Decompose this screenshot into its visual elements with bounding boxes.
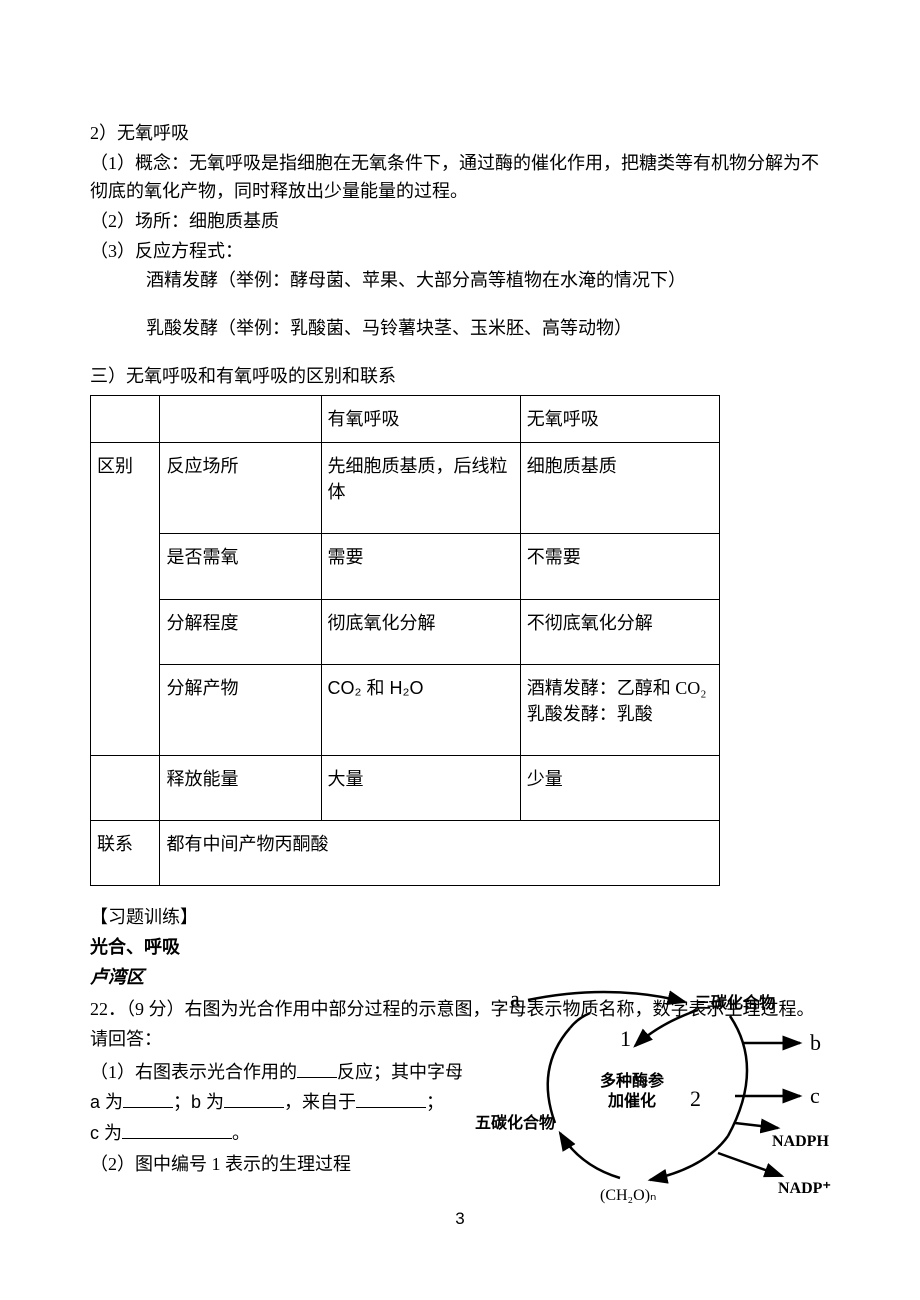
arrow-a-to-c3 bbox=[528, 992, 685, 1002]
cell: 都有中间产物丙酮酸 bbox=[160, 820, 720, 885]
label-nadp: NADP⁺ bbox=[778, 1180, 831, 1197]
cell: 反应场所 bbox=[160, 443, 321, 534]
exercise-tag: 【习题训练】 bbox=[90, 904, 830, 932]
section2-location: （2）场所：细胞质基质 bbox=[90, 208, 830, 236]
exercise-section: 【习题训练】 光合、呼吸 卢湾区 22．（9 分）右图为光合作用中部分过程的示意… bbox=[90, 904, 830, 1179]
cell: 大量 bbox=[321, 755, 520, 820]
cell bbox=[160, 396, 321, 443]
q1-text: ； bbox=[426, 1092, 444, 1112]
question-body: （1）右图表示光合作用的 反应；其中字母 a 为 ；b 为 ，来自于 ； c 为 。 （2… bbox=[90, 1057, 500, 1179]
blank bbox=[356, 1088, 426, 1109]
arc-left-up bbox=[548, 1028, 570, 1123]
cell: 少量 bbox=[520, 755, 719, 820]
table-row: 有氧呼吸 无氧呼吸 bbox=[91, 396, 720, 443]
blank bbox=[297, 1057, 337, 1078]
table-row: 分解程度 彻底氧化分解 不彻底氧化分解 bbox=[91, 599, 720, 664]
arc-left-up2 bbox=[570, 1013, 590, 1028]
arrow-nadph bbox=[735, 1123, 778, 1128]
table-row: 释放能量 大量 少量 bbox=[91, 755, 720, 820]
table-row: 联系 都有中间产物丙酮酸 bbox=[91, 820, 720, 885]
label-a: a bbox=[510, 988, 520, 1011]
table-row: 分解产物 CO₂ 和 H₂O 酒精发酵：乙醇和 CO₂ 乳酸发酵：乳酸 bbox=[91, 664, 720, 755]
cell-category: 区别 bbox=[91, 443, 160, 756]
q1-text: c 为 bbox=[90, 1123, 122, 1143]
label-c: c bbox=[810, 1083, 820, 1108]
cell: 不需要 bbox=[520, 534, 719, 599]
cell: 是否需氧 bbox=[160, 534, 321, 599]
blank bbox=[123, 1088, 173, 1109]
exercise-topic: 光合、呼吸 bbox=[90, 934, 830, 962]
enzyme-line1: 多种酶参 bbox=[600, 1071, 665, 1090]
photosynthesis-diagram: a 三碳化合物 1 多种酶参 加催化 bbox=[460, 988, 840, 1208]
arc-c3-down bbox=[635, 1010, 698, 1046]
section3-title: 三）无氧呼吸和有氧呼吸的区别和联系 bbox=[90, 363, 830, 391]
arc-bottom-left bbox=[560, 1133, 620, 1178]
cell-line: 酒精发酵：乙醇和 CO₂ bbox=[527, 678, 707, 698]
label-c5: 五碳化合物 bbox=[475, 1113, 555, 1132]
arc-to-ch2o bbox=[650, 1136, 728, 1180]
cell-category: 联系 bbox=[91, 820, 160, 885]
equation-lactic: 乳酸发酵（举例：乳酸菌、马铃薯块茎、玉米胚、高等动物） bbox=[90, 315, 830, 343]
page-number: 3 bbox=[90, 1209, 830, 1229]
arc-right-outer bbox=[728, 1016, 747, 1136]
equation-alcohol: 酒精发酵（举例：酵母菌、苹果、大部分高等植物在水淹的情况下） bbox=[90, 267, 830, 295]
cell: 先细胞质基质，后线粒体 bbox=[321, 443, 520, 534]
cell: 彻底氧化分解 bbox=[321, 599, 520, 664]
cell: 细胞质基质 bbox=[520, 443, 719, 534]
diagram-svg: a 三碳化合物 1 多种酶参 加催化 bbox=[460, 988, 840, 1208]
cell: 不彻底氧化分解 bbox=[520, 599, 719, 664]
q1-text: ，来自于 bbox=[284, 1092, 356, 1112]
q1-text: a 为 bbox=[90, 1092, 123, 1112]
cell-line: 乳酸发酵：乳酸 bbox=[527, 704, 653, 724]
table-row: 区别 反应场所 先细胞质基质，后线粒体 细胞质基质 bbox=[91, 443, 720, 534]
table-row: 是否需氧 需要 不需要 bbox=[91, 534, 720, 599]
comparison-table: 有氧呼吸 无氧呼吸 区别 反应场所 先细胞质基质，后线粒体 细胞质基质 是否需氧… bbox=[90, 395, 720, 886]
cell bbox=[91, 755, 160, 820]
label-c3: 三碳化合物 bbox=[695, 993, 775, 1012]
label-1: 1 bbox=[620, 1026, 631, 1051]
cell: 分解产物 bbox=[160, 664, 321, 755]
cell: 分解程度 bbox=[160, 599, 321, 664]
cell: 无氧呼吸 bbox=[520, 396, 719, 443]
section2-title: 2）无氧呼吸 bbox=[90, 120, 830, 148]
cell: 酒精发酵：乙醇和 CO₂ 乳酸发酵：乳酸 bbox=[520, 664, 719, 755]
section2-equations-label: （3）反应方程式： bbox=[90, 238, 830, 266]
q1-text: 反应；其中字母 bbox=[337, 1062, 463, 1082]
cell: CO₂ 和 H₂O bbox=[321, 664, 520, 755]
q1-text: 。 bbox=[232, 1123, 250, 1143]
cell: 释放能量 bbox=[160, 755, 321, 820]
label-nadph: NADPH bbox=[772, 1133, 829, 1150]
q1-text: ；b 为 bbox=[173, 1092, 224, 1112]
enzyme-line2: 加催化 bbox=[607, 1091, 656, 1110]
arrow-nadp bbox=[718, 1153, 782, 1176]
q1-text: （1）右图表示光合作用的 bbox=[90, 1062, 297, 1082]
label-b: b bbox=[810, 1030, 821, 1055]
section2-concept: （1）概念：无氧呼吸是指细胞在无氧条件下，通过酶的催化作用，把糖类等有机物分解为… bbox=[90, 150, 830, 206]
blank bbox=[122, 1118, 232, 1139]
page: 2）无氧呼吸 （1）概念：无氧呼吸是指细胞在无氧条件下，通过酶的催化作用，把糖类… bbox=[0, 0, 920, 1269]
cell bbox=[91, 396, 160, 443]
cell: 需要 bbox=[321, 534, 520, 599]
label-2: 2 bbox=[690, 1086, 701, 1111]
q2-text: （2）图中编号 1 表示的生理过程 bbox=[90, 1154, 351, 1174]
cell: 有氧呼吸 bbox=[321, 396, 520, 443]
blank bbox=[224, 1088, 284, 1109]
label-ch2o: (CH₂O)ₙ bbox=[600, 1187, 656, 1204]
